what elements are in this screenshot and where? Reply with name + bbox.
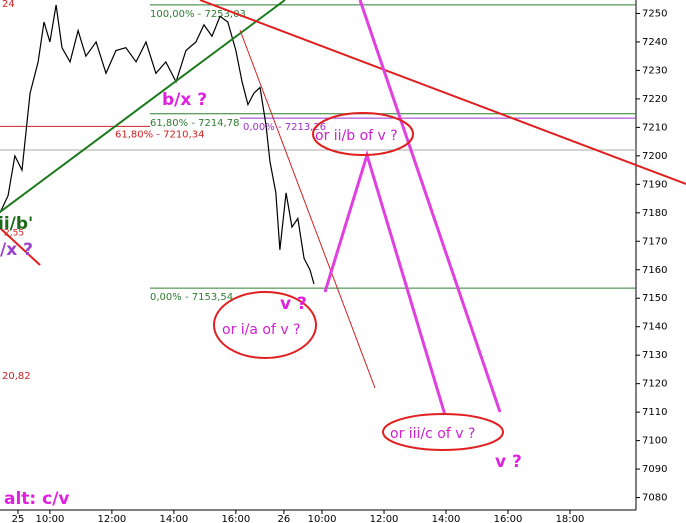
y-tick-label: 7080 [642,493,667,504]
x-tick-label: 18:00 [556,514,585,523]
x-tick-label: 26 [278,514,291,523]
x-tick-label: 12:00 [97,514,126,523]
y-tick-label: 7240 [642,37,667,48]
x-tick-label: 16:00 [221,514,250,523]
y-tick-label: 7130 [642,350,667,361]
levels: 100,00% - 7253,03 61,80% - 7214,78 0,00% -… [0,4,636,303]
level-label: 61,80% - 7210,34 [115,129,204,140]
y-tick-label: 7150 [642,293,667,304]
y-tick-label: 7110 [642,407,667,418]
trendline [239,29,376,389]
trendline [0,227,41,266]
y-tick-label: 7160 [642,265,667,276]
x-tick-label: 14:00 [159,514,188,523]
y-tick-label: 7140 [642,322,667,333]
y-tick-label: 7100 [642,436,667,447]
annotation: 24 [2,0,15,10]
ellipse [312,112,414,156]
annotation: b/x ? [162,90,207,110]
x-tick-label: 25 [12,514,25,523]
y-tick-label: 7250 [642,8,667,19]
level-label: 100,00% - 7253,03 [150,9,246,20]
y-tick-label: 7120 [642,379,667,390]
annotation: alt: c/v [4,489,70,509]
annotation: v ? [495,452,522,472]
trendline [0,0,286,213]
annotation: ii/b' [0,214,33,234]
x-tick-label: 10:00 [308,514,337,523]
trendline [199,0,686,185]
plot [0,4,315,285]
ellipse [213,291,317,359]
y-tick-label: 7220 [642,94,667,105]
x-tick-label: 16:00 [494,514,523,523]
annotation: v ? [280,294,307,314]
y-tick-label: 7180 [642,208,667,219]
y-tick-label: 7170 [642,236,667,247]
level-label: 0,00% - 7153,54 [150,292,233,303]
level-label: 0,00% - 7213,26 [243,122,326,133]
annotation: or iii/c of v ? [390,426,475,442]
annotation: /x ? [0,240,33,260]
y-tick-label: 7090 [642,464,667,475]
annotation: 2,55 [4,229,24,239]
annotation: or i/a of v ? [222,322,301,338]
y-tick-label: 7200 [642,151,667,162]
x-tick-label: 10:00 [35,514,64,523]
y-tick-label: 7230 [642,65,667,76]
x-tick-label: 12:00 [370,514,399,523]
level-label: 61,80% - 7214,78 [150,118,239,129]
annotation: 20,82 [2,371,31,382]
ellipse [382,413,504,451]
y-tick-label: 7210 [642,122,667,133]
annotation: or ii/b of v ? [315,128,398,144]
y-tick-label: 7190 [642,179,667,190]
x-tick-label: 14:00 [432,514,461,523]
wave-line [358,0,502,413]
price-line [0,4,315,285]
